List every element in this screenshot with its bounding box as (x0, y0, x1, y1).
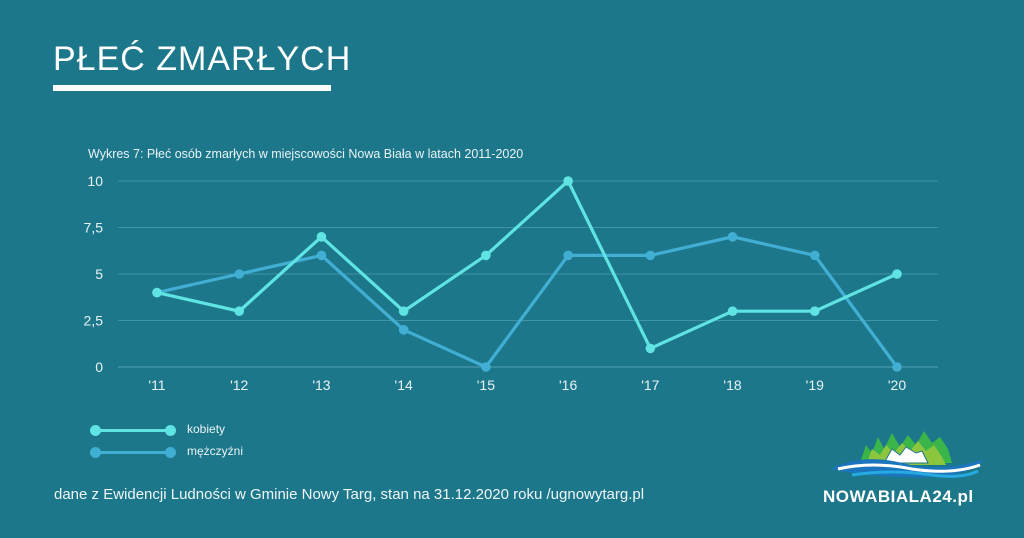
data-point-mezczyzni (563, 250, 573, 261)
legend-swatch-dot (165, 447, 176, 458)
legend-swatch-line (96, 451, 170, 454)
data-point-kobiety (645, 343, 656, 354)
chart-title: Wykres 7: Płeć osób zmarłych w miejscowo… (88, 147, 524, 161)
data-point-mezczyzni (892, 362, 902, 372)
y-tick-label: 5 (95, 266, 103, 282)
data-point-kobiety (398, 306, 409, 317)
logo-wordmark: NOWABIALA24.pl (823, 487, 974, 507)
data-point-mezczyzni (481, 362, 491, 372)
x-tick-label: '17 (641, 377, 659, 393)
data-point-kobiety (892, 269, 902, 279)
x-tick-label: '20 (888, 377, 906, 393)
data-point-mezczyzni (645, 250, 656, 261)
data-point-mezczyzni (727, 232, 738, 242)
logo-name: NOWABIALA24 (823, 487, 953, 506)
legend-swatch-line (96, 429, 170, 432)
data-point-kobiety (234, 306, 245, 317)
data-point-kobiety (481, 250, 491, 261)
legend-label: kobiety (187, 422, 226, 436)
series-line-kobiety (156, 178, 898, 351)
legend-swatch-dot (90, 425, 101, 436)
data-point-kobiety (152, 287, 162, 298)
data-point-mezczyzni (316, 250, 327, 261)
y-tick-label: 2,5 (84, 313, 104, 329)
y-tick-label: 10 (87, 173, 103, 189)
data-point-mezczyzni (398, 325, 409, 335)
data-point-kobiety (563, 176, 573, 186)
x-tick-label: '18 (723, 377, 741, 393)
title-underline (53, 85, 331, 91)
data-point-kobiety (809, 306, 820, 317)
data-point-kobiety (727, 306, 738, 317)
y-tick-label: 7,5 (84, 220, 104, 236)
x-tick-label: '19 (806, 377, 824, 393)
logo-tld: .pl (952, 487, 974, 506)
x-tick-label: '15 (477, 377, 495, 393)
x-tick-label: '16 (559, 377, 577, 393)
data-point-mezczyzni (234, 269, 245, 279)
legend-swatch-dot (90, 447, 101, 458)
x-tick-label: '14 (395, 377, 413, 393)
y-tick-label: 0 (95, 359, 103, 375)
data-point-kobiety (316, 232, 327, 242)
x-tick-label: '12 (230, 377, 248, 393)
x-tick-label: '13 (312, 377, 330, 393)
legend-swatch-dot (165, 425, 176, 436)
logo-graphic (830, 431, 984, 478)
data-point-mezczyzni (809, 250, 820, 261)
legend-label: mężczyźni (187, 444, 244, 458)
series-line-mezczyzni (156, 235, 899, 369)
x-tick-label: '11 (148, 377, 165, 393)
source-note: dane z Ewidencji Ludności w Gminie Nowy … (54, 486, 645, 503)
page-title: PŁEĆ ZMARŁYCH (53, 40, 352, 78)
